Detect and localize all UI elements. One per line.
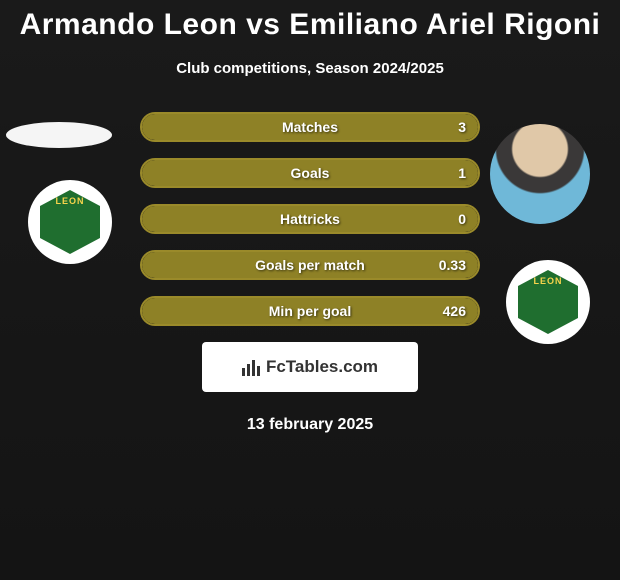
stat-label: Hattricks (280, 211, 340, 227)
stat-label: Matches (282, 119, 338, 135)
stat-label: Min per goal (269, 303, 351, 319)
stat-row: Hattricks 0 (140, 204, 480, 234)
date-text: 13 february 2025 (0, 416, 620, 434)
stat-right-value: 0 (458, 211, 466, 227)
brand-box: FcTables.com (202, 342, 418, 392)
stat-row: Min per goal 426 (140, 296, 480, 326)
stat-row: Matches 3 (140, 112, 480, 142)
stat-right-value: 1 (458, 165, 466, 181)
stat-label: Goals per match (255, 257, 365, 273)
stats-container: Matches 3 Goals 1 Hattricks 0 Goals per match 0… (0, 112, 620, 326)
page-title: Armando Leon vs Emiliano Ariel Rigoni (0, 0, 620, 42)
stat-row: Goals per match 0.33 (140, 250, 480, 280)
stat-right-value: 426 (443, 303, 466, 319)
stat-right-value: 3 (458, 119, 466, 135)
stat-label: Goals (291, 165, 330, 181)
subtitle: Club competitions, Season 2024/2025 (0, 60, 620, 77)
stat-row: Goals 1 (140, 158, 480, 188)
stat-right-value: 0.33 (439, 257, 466, 273)
brand-text: FcTables.com (266, 357, 378, 377)
bar-chart-icon (242, 358, 260, 376)
